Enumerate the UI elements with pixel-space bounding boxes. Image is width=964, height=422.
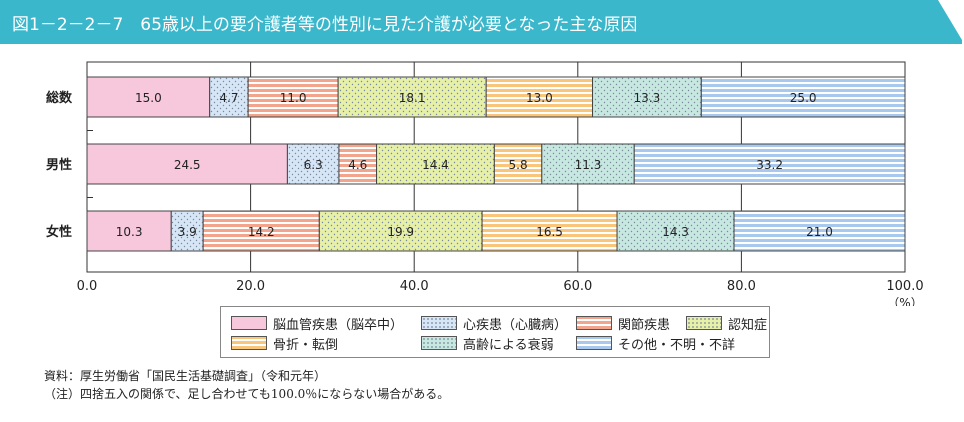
bar-segment xyxy=(376,143,495,185)
chart-notes: 資料：厚生労働省「国民生活基礎調査」（令和元年） （注）四捨五入の関係で、足し合… xyxy=(44,367,449,403)
data-label: 6.3 xyxy=(304,158,323,172)
legend-swatch xyxy=(421,316,457,330)
bar-segment xyxy=(286,143,340,185)
legend-label: 脳血管疾患（脳卒中） xyxy=(273,317,404,333)
bar-segment xyxy=(338,143,378,185)
data-label: 13.3 xyxy=(634,91,661,105)
x-tick-label: 20.0 xyxy=(236,279,265,294)
bar-segment xyxy=(616,210,735,252)
source-note: 資料：厚生労働省「国民生活基礎調査」（令和元年） xyxy=(44,369,327,383)
bar-segment xyxy=(209,76,249,118)
data-label: 10.3 xyxy=(116,225,143,239)
legend-item: 高齢による衰弱 xyxy=(421,334,554,353)
bar-segment xyxy=(170,210,204,252)
legend-swatch xyxy=(576,336,612,350)
bar-segment xyxy=(318,210,483,252)
legend-label: 関節疾患 xyxy=(618,317,671,333)
legend-item: 関節疾患 xyxy=(576,314,671,333)
legend-label: 認知症 xyxy=(728,317,768,333)
bar-segment xyxy=(592,76,702,118)
data-label: 18.1 xyxy=(399,91,426,105)
category-label: 総数 xyxy=(46,90,73,106)
legend-item: 脳血管疾患（脳卒中） xyxy=(231,314,404,333)
legend-swatch xyxy=(231,316,267,330)
x-unit-label: （%） xyxy=(887,296,922,306)
legend-item: その他・不明・不詳 xyxy=(576,334,736,353)
data-label: 14.3 xyxy=(662,225,689,239)
bar-segment xyxy=(733,210,906,252)
data-label: 4.6 xyxy=(348,158,367,172)
bar-segment xyxy=(86,76,211,118)
data-label: 15.0 xyxy=(135,91,162,105)
data-label: 21.0 xyxy=(806,225,833,239)
footnote: （注）四捨五入の関係で、足し合わせても100.0％にならない場合がある。 xyxy=(44,387,450,401)
data-label: 33.2 xyxy=(756,158,783,172)
legend-label: 心疾患（心臓病） xyxy=(463,317,568,333)
data-label: 25.0 xyxy=(790,91,817,105)
data-label: 11.3 xyxy=(575,158,602,172)
bar-segment xyxy=(485,76,594,118)
legend-swatch xyxy=(686,316,722,330)
title-banner: 図1－2－2－7 65歳以上の要介護者等の性別に見た介護が必要となった主な原因 xyxy=(0,0,964,44)
legend-swatch xyxy=(421,336,457,350)
category-label: 女性 xyxy=(46,224,72,240)
bar-segment xyxy=(633,143,906,185)
bar-segment xyxy=(541,143,635,185)
data-label: 24.5 xyxy=(174,158,201,172)
data-label: 14.2 xyxy=(248,225,275,239)
stacked-bar-chart: 0.0 20.0 40.0 60.0 80.0 100.0 （%） 総数 15.0 4.7 11.0… xyxy=(46,61,924,306)
x-tick-label: 40.0 xyxy=(400,279,429,294)
legend-label: 高齢による衰弱 xyxy=(463,337,554,353)
bar-segment xyxy=(86,210,172,252)
data-label: 4.7 xyxy=(219,91,238,105)
legend-item: 骨折・転倒 xyxy=(231,334,339,353)
data-label: 14.4 xyxy=(422,158,449,172)
legend-label: 骨折・転倒 xyxy=(273,337,339,353)
data-label: 11.0 xyxy=(280,91,307,105)
x-tick-label: 60.0 xyxy=(563,279,592,294)
data-label: 13.0 xyxy=(526,91,553,105)
legend-swatch xyxy=(231,336,267,350)
bar-segment xyxy=(337,76,487,118)
legend-label: その他・不明・不詳 xyxy=(618,337,736,353)
x-tick-label: 0.0 xyxy=(77,279,98,294)
legend-swatch xyxy=(576,316,612,330)
data-label: 3.9 xyxy=(178,225,197,239)
chart-title: 図1－2－2－7 65歳以上の要介護者等の性別に見た介護が必要となった主な原因 xyxy=(12,15,638,35)
data-label: 19.9 xyxy=(387,225,414,239)
bar-segment xyxy=(202,210,320,252)
legend-item: 認知症 xyxy=(686,314,768,333)
category-label: 男性 xyxy=(46,157,72,173)
legend-item: 心疾患（心臓病） xyxy=(421,314,568,333)
title-banner-shape xyxy=(0,0,962,44)
chart-legend: 脳血管疾患（脳卒中） 心疾患（心臓病） 関節疾患 認知症骨折・転倒 高齢による衰弱 その他… xyxy=(220,306,770,358)
data-label: 5.8 xyxy=(509,158,528,172)
data-label: 16.5 xyxy=(536,225,563,239)
bar-segment xyxy=(700,76,906,118)
x-tick-label: 80.0 xyxy=(727,279,756,294)
x-tick-label: 100.0 xyxy=(886,279,923,294)
